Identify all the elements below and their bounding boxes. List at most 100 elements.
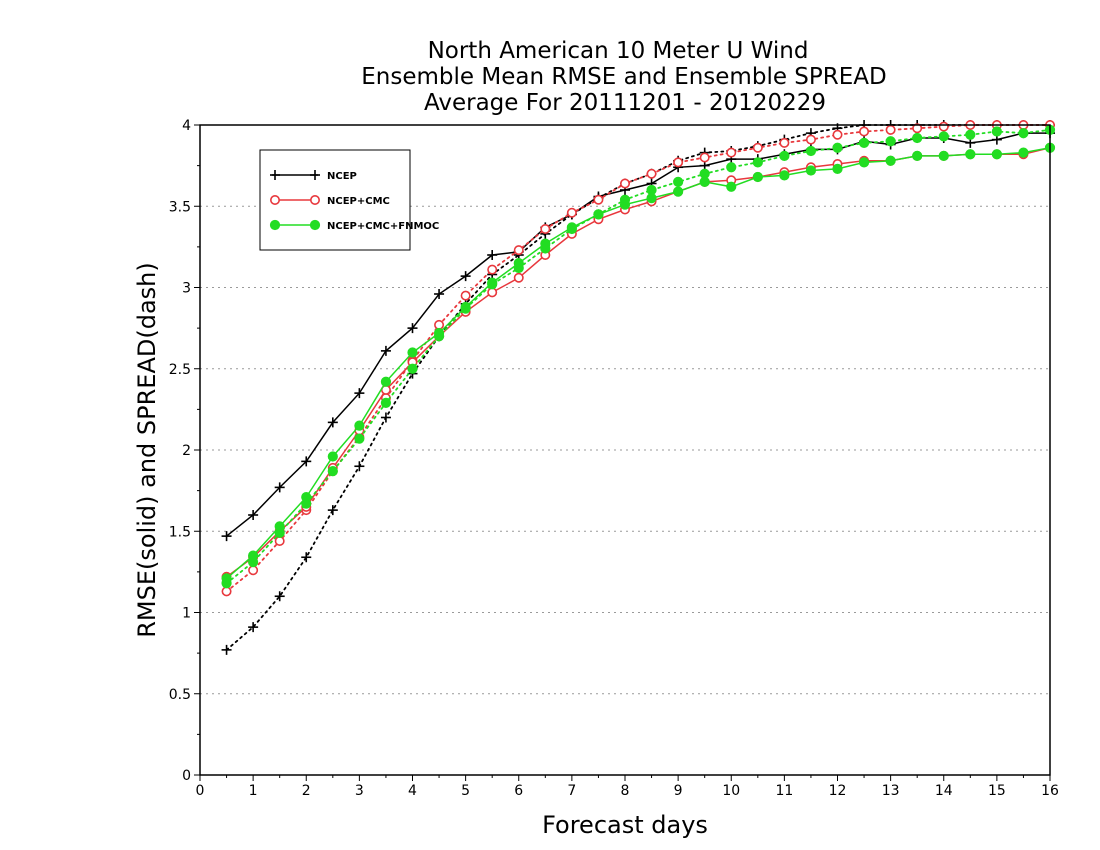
legend-marker-ncep-cmc-fnmoc — [269, 219, 281, 231]
legend-marker-ncep-cmc-fnmoc — [309, 219, 321, 231]
data-point-spread-ncep-cmc — [274, 535, 285, 546]
data-point-rmse-ncep — [380, 345, 391, 356]
data-point-rmse-ncep — [327, 417, 338, 428]
legend-marker-ncep-cmc — [309, 195, 320, 206]
data-point-rmse-ncep-cmc-fnmoc — [938, 150, 949, 161]
data-point-spread-ncep — [221, 644, 232, 655]
legend-label-ncep-cmc-fnmoc: NCEP+CMC+FNMOC — [327, 221, 439, 232]
data-point-spread-ncep-cmc — [566, 207, 577, 218]
data-point-spread-ncep-cmc-fnmoc — [327, 466, 338, 477]
x-axis-ticks: 0 1 2 3 4 5 6 7 8 9 10 11 12 13 14 15 16 — [196, 775, 1059, 799]
data-point-spread-ncep-cmc-fnmoc — [1018, 128, 1029, 139]
data-point-rmse-ncep-cmc — [513, 272, 524, 283]
data-point-rmse-ncep — [354, 388, 365, 399]
data-point-rmse-ncep-cmc-fnmoc — [301, 492, 312, 503]
series-layer — [221, 120, 1056, 655]
data-point-spread-ncep-cmc-fnmoc — [885, 136, 896, 147]
y-tick-label: 3 — [182, 281, 191, 297]
title-line-1: North American 10 Meter U Wind — [428, 38, 809, 64]
data-point-spread-ncep-cmc — [487, 264, 498, 275]
legend-label-ncep: NCEP — [327, 171, 357, 182]
data-point-rmse-ncep — [221, 531, 232, 542]
data-point-rmse-ncep-cmc-fnmoc — [221, 573, 232, 584]
data-point-rmse-ncep-cmc-fnmoc — [752, 171, 763, 183]
data-point-rmse-ncep-cmc-fnmoc — [858, 157, 870, 168]
data-point-spread-ncep-cmc — [779, 137, 790, 148]
data-point-spread-ncep — [354, 461, 365, 472]
legend: NCEP NCEP+CMC NCEP+CMC+FNMOC — [259, 149, 439, 251]
data-point-spread-ncep-cmc — [434, 319, 445, 330]
data-point-spread-ncep-cmc-fnmoc — [354, 433, 365, 444]
data-point-rmse-ncep — [248, 510, 259, 520]
data-point-rmse-ncep-cmc-fnmoc — [354, 420, 365, 431]
data-point-rmse-ncep — [274, 482, 285, 493]
y-axis-ticks: 0 0.5 1 1.5 2 2.5 3 3.5 4 — [169, 118, 200, 784]
data-point-rmse-ncep-cmc-fnmoc — [380, 376, 392, 387]
x-tick-label: 1 — [249, 783, 258, 799]
x-tick-label: 15 — [988, 783, 1006, 799]
y-tick-label: 0 — [182, 768, 191, 784]
x-tick-label: 5 — [461, 783, 470, 799]
data-point-rmse-ncep-cmc-fnmoc — [965, 149, 976, 160]
chart-title: North American 10 Meter U Wind Ensemble … — [361, 38, 886, 116]
data-point-spread-ncep-cmc-fnmoc — [912, 132, 923, 144]
data-point-spread-ncep-cmc-fnmoc — [779, 150, 790, 161]
y-tick-label: 1 — [182, 606, 191, 622]
data-point-rmse-ncep-cmc-fnmoc — [566, 222, 577, 233]
data-point-spread-ncep-cmc — [619, 178, 630, 189]
data-point-spread-ncep — [301, 552, 312, 563]
y-tick-label: 0.5 — [169, 687, 191, 703]
data-point-spread-ncep-cmc-fnmoc — [407, 363, 418, 374]
x-tick-label: 14 — [935, 783, 953, 799]
data-point-spread-ncep-cmc-fnmoc — [673, 176, 684, 187]
data-point-rmse-ncep — [301, 456, 312, 467]
x-tick-label: 11 — [775, 783, 793, 799]
data-point-rmse-ncep-cmc-fnmoc — [1018, 147, 1029, 158]
data-point-spread-ncep-cmc — [460, 290, 471, 301]
data-point-rmse-ncep-cmc-fnmoc — [912, 150, 923, 161]
data-point-spread-ncep-cmc-fnmoc — [752, 157, 763, 168]
data-point-rmse-ncep-cmc-fnmoc — [619, 199, 631, 210]
data-point-rmse-ncep-cmc-fnmoc — [433, 327, 445, 339]
data-point-spread-ncep-cmc — [859, 126, 870, 137]
x-tick-label: 4 — [408, 783, 417, 799]
data-point-spread-ncep-cmc-fnmoc — [965, 129, 976, 140]
data-point-rmse-ncep-cmc-fnmoc — [593, 209, 604, 220]
data-point-spread-ncep-cmc — [540, 224, 551, 235]
legend-label-ncep-cmc: NCEP+CMC — [327, 196, 390, 207]
data-point-rmse-ncep-cmc-fnmoc — [805, 165, 817, 176]
data-point-spread-ncep-cmc — [646, 168, 657, 179]
data-point-spread-ncep-cmc-fnmoc — [991, 126, 1002, 137]
data-point-rmse-ncep-cmc-fnmoc — [699, 176, 710, 187]
data-point-rmse-ncep-cmc-fnmoc — [832, 163, 843, 174]
data-point-rmse-ncep-cmc-fnmoc — [991, 149, 1002, 160]
data-point-spread-ncep-cmc — [912, 123, 923, 134]
data-point-spread-ncep-cmc-fnmoc — [726, 162, 737, 173]
data-point-rmse-ncep-cmc-fnmoc — [248, 550, 259, 561]
legend-marker-ncep-cmc — [269, 195, 280, 206]
x-tick-label: 13 — [882, 783, 900, 799]
data-point-rmse-ncep-cmc-fnmoc — [540, 238, 551, 249]
y-tick-label: 2.5 — [169, 362, 191, 378]
data-point-spread-ncep-cmc-fnmoc — [805, 145, 817, 157]
data-point-spread-ncep-cmc — [885, 124, 896, 135]
data-point-spread-ncep-cmc — [673, 157, 684, 168]
x-tick-label: 7 — [567, 783, 576, 799]
data-point-spread-ncep-cmc-fnmoc — [858, 137, 870, 148]
y-tick-label: 3.5 — [169, 199, 191, 215]
data-point-spread-ncep-cmc-fnmoc — [380, 397, 392, 408]
x-tick-label: 6 — [514, 783, 523, 799]
x-axis-title: Forecast days — [542, 811, 708, 839]
y-axis-title: RMSE(solid) and SPREAD(dash) — [133, 262, 161, 638]
data-point-rmse-ncep-cmc-fnmoc — [646, 193, 657, 204]
data-point-rmse-ncep-cmc — [487, 287, 498, 298]
x-tick-label: 16 — [1041, 783, 1059, 799]
data-point-spread-ncep — [248, 622, 259, 633]
y-tick-label: 4 — [182, 118, 191, 134]
x-tick-label: 12 — [829, 783, 847, 799]
data-point-spread-ncep-cmc — [248, 565, 259, 576]
data-point-rmse-ncep-cmc-fnmoc — [513, 258, 524, 269]
data-point-rmse-ncep — [487, 250, 498, 260]
data-point-rmse-ncep-cmc-fnmoc — [487, 277, 498, 288]
